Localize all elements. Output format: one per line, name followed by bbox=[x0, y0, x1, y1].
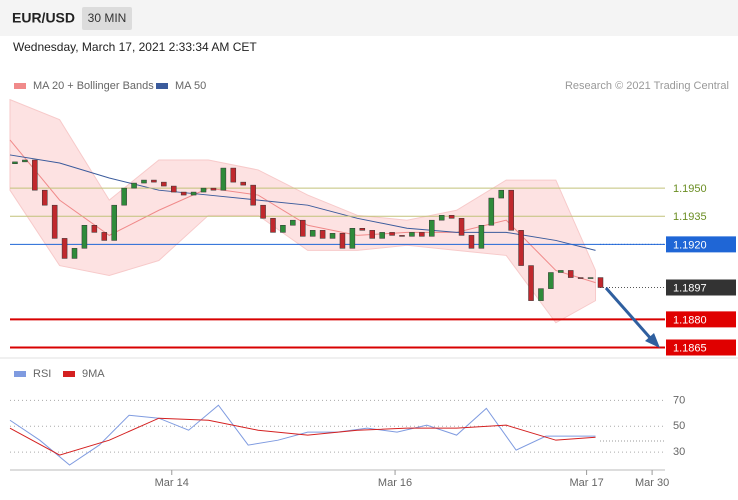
candle-body bbox=[349, 228, 356, 249]
y-tick-label: 50 bbox=[673, 420, 685, 432]
bollinger-band bbox=[9, 98, 597, 324]
candle-body bbox=[250, 184, 256, 206]
indicator-line bbox=[9, 417, 596, 456]
candle-body bbox=[290, 219, 296, 226]
candle-body bbox=[438, 215, 445, 221]
candle-body bbox=[91, 225, 98, 233]
legend-label: RSI bbox=[33, 368, 51, 380]
candle-body bbox=[111, 204, 117, 241]
level-label-box bbox=[666, 236, 736, 253]
candle-body bbox=[161, 181, 167, 187]
x-tick-label: Mar 17 bbox=[569, 477, 603, 489]
candle-body bbox=[81, 225, 88, 249]
candle-body bbox=[270, 218, 276, 233]
candle-body bbox=[210, 187, 217, 191]
level-label-box bbox=[666, 279, 736, 296]
legend-label: MA 50 bbox=[175, 80, 206, 92]
y-tick-label: 30 bbox=[673, 446, 685, 458]
interval-button[interactable] bbox=[82, 7, 132, 30]
candle-body bbox=[448, 215, 455, 219]
candle-body bbox=[567, 270, 574, 278]
candle-body bbox=[101, 232, 108, 241]
candle-body bbox=[478, 225, 485, 249]
interval[interactable]: 30 MIN bbox=[88, 11, 127, 25]
candle-body bbox=[468, 235, 475, 249]
candle-body bbox=[41, 189, 48, 206]
indicator-line bbox=[9, 404, 596, 466]
candle-body bbox=[359, 228, 366, 231]
candle-body bbox=[319, 230, 326, 239]
candle-body bbox=[32, 159, 38, 191]
level-label-box bbox=[666, 339, 736, 356]
candle-body bbox=[71, 248, 78, 259]
x-tick-label: Mar 16 bbox=[378, 477, 412, 489]
candle-body bbox=[498, 189, 504, 199]
candle-body bbox=[309, 230, 316, 237]
candle-body bbox=[369, 230, 375, 239]
candle-body bbox=[260, 204, 266, 219]
candle-body bbox=[151, 179, 157, 183]
candle-body bbox=[419, 232, 425, 237]
candle-body bbox=[528, 265, 534, 301]
ma-line bbox=[9, 139, 596, 284]
candle-body bbox=[280, 225, 286, 233]
level-label: 1.1950 bbox=[673, 183, 707, 195]
forecast-arrow bbox=[604, 287, 654, 341]
candle-body bbox=[131, 182, 137, 189]
candle-body bbox=[22, 159, 28, 163]
candle-body bbox=[548, 272, 554, 289]
candle-body bbox=[379, 232, 385, 239]
candle-body bbox=[558, 270, 564, 273]
candle-body bbox=[597, 277, 604, 288]
candle-body bbox=[329, 233, 336, 239]
candle-body bbox=[190, 191, 197, 196]
candle-body bbox=[429, 219, 435, 237]
level-label: 1.1897 bbox=[673, 282, 707, 294]
candle-body bbox=[240, 181, 246, 186]
candle-body bbox=[518, 230, 524, 266]
candle-body bbox=[577, 277, 584, 279]
level-label: 1.1880 bbox=[673, 314, 707, 326]
x-tick-label: Mar 30 bbox=[635, 477, 669, 489]
candle-body bbox=[339, 233, 346, 249]
legend-label: MA 20 + Bollinger Bands bbox=[33, 80, 154, 92]
candle-body bbox=[141, 179, 147, 184]
candle-body bbox=[121, 187, 127, 206]
x-tick-label: Mar 14 bbox=[155, 477, 189, 489]
y-tick-label: 70 bbox=[673, 394, 685, 406]
level-label: 1.1920 bbox=[673, 239, 707, 251]
legend-label: 9MA bbox=[82, 368, 105, 380]
credit: Research © 2021 Trading Central bbox=[565, 80, 729, 92]
timestamp: Wednesday, March 17, 2021 2:33:34 AM CET bbox=[13, 40, 257, 54]
legend-swatch bbox=[63, 371, 75, 377]
candle-body bbox=[587, 277, 594, 279]
candle-body bbox=[399, 235, 405, 237]
symbol: EUR/USD bbox=[12, 10, 75, 26]
candle-body bbox=[458, 218, 465, 236]
level-label: 1.1865 bbox=[673, 342, 707, 354]
candle-body bbox=[51, 204, 58, 239]
candle-body bbox=[508, 189, 514, 231]
legend-swatch bbox=[156, 83, 168, 89]
candle-body bbox=[200, 187, 207, 193]
legend-swatch bbox=[14, 371, 26, 377]
candle-body bbox=[409, 232, 415, 237]
forecast-arrow-head bbox=[645, 333, 660, 348]
candle-body bbox=[538, 288, 544, 301]
level-label: 1.1935 bbox=[673, 211, 707, 223]
candle-body bbox=[12, 161, 18, 164]
candle-body bbox=[488, 197, 495, 226]
candle-body bbox=[180, 191, 187, 196]
level-label-box bbox=[666, 311, 736, 328]
ma-line bbox=[9, 154, 596, 251]
legend-swatch bbox=[14, 83, 26, 89]
candle-body bbox=[61, 238, 68, 259]
candle-body bbox=[230, 167, 237, 183]
candle-body bbox=[389, 232, 395, 236]
candle-body bbox=[300, 219, 306, 237]
candle-body bbox=[220, 167, 227, 191]
candle-body bbox=[171, 185, 177, 193]
